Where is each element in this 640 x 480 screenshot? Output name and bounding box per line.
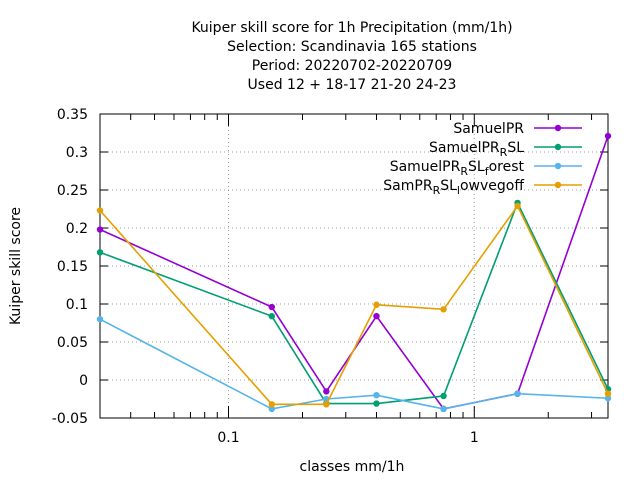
y-tick-label: 0.3 xyxy=(66,145,88,161)
chart-title: Kuiper skill score for 1h Precipitation … xyxy=(191,20,512,93)
series-2 xyxy=(96,199,612,407)
data-point xyxy=(268,405,275,413)
data-point xyxy=(440,405,447,413)
title-line: Used 12 + 18-17 21-20 24-23 xyxy=(248,77,457,93)
x-axis-label: classes mm/1h xyxy=(300,459,405,475)
data-point xyxy=(373,392,380,399)
title-line: Kuiper skill score for 1h Precipitation … xyxy=(191,20,512,36)
series-3 xyxy=(96,316,612,413)
data-point xyxy=(268,312,275,320)
data-point xyxy=(514,390,521,397)
series-4 xyxy=(96,202,612,408)
legend-marker xyxy=(554,181,562,189)
y-tick-label: 0.2 xyxy=(66,221,88,237)
grid xyxy=(100,114,608,418)
series-line xyxy=(99,200,609,405)
data-point xyxy=(323,401,330,408)
data-point xyxy=(514,202,521,210)
legend-label: SamuelPR xyxy=(453,121,524,137)
data-point xyxy=(604,132,612,140)
series-group xyxy=(96,132,612,413)
series-line xyxy=(99,318,609,410)
y-tick-label: 0.25 xyxy=(57,183,88,199)
series-1 xyxy=(96,132,612,413)
data-point xyxy=(604,395,612,402)
legend-label: SamuelPRRSL xyxy=(429,140,524,159)
y-tick-label: -0.05 xyxy=(52,411,88,427)
y-axis-label: Kuiper skill score xyxy=(8,207,24,325)
legend: SamuelPR SamuelPRRSLSamuelPRRSLforestSamP… xyxy=(383,121,582,197)
legend-marker xyxy=(554,162,562,170)
data-point xyxy=(604,390,612,397)
y-tick-label: 0 xyxy=(79,373,88,389)
data-point xyxy=(96,316,104,323)
y-tick-label: 0.15 xyxy=(57,259,88,275)
y-tick-label: 0.1 xyxy=(66,297,88,313)
data-point xyxy=(440,392,447,400)
axes: -0.05 0 0.05 0.1 0.15 0.2 0.25 0.3 0.35 0.1 1 xyxy=(52,107,609,446)
data-point xyxy=(373,400,380,407)
legend-marker xyxy=(554,143,562,151)
legend-label: SamPRRSLlowvegoff xyxy=(383,178,524,197)
series-line xyxy=(99,135,609,410)
data-point xyxy=(373,301,380,308)
data-point xyxy=(96,207,104,214)
x-tick-label: 1 xyxy=(470,430,479,446)
data-point xyxy=(373,312,380,320)
data-point xyxy=(268,303,275,311)
data-point xyxy=(96,249,104,256)
legend-label: SamuelPRRSLforest xyxy=(390,159,525,178)
title-line: Period: 20220702-20220709 xyxy=(252,58,452,74)
data-point xyxy=(96,226,104,233)
data-point xyxy=(440,306,447,313)
y-tick-label: 0.35 xyxy=(57,107,88,123)
legend-marker xyxy=(554,124,562,132)
x-tick-label: 0.1 xyxy=(217,430,239,446)
y-tick-label: 0.05 xyxy=(57,335,88,351)
title-line: Selection: Scandinavia 165 stations xyxy=(227,39,477,55)
data-point xyxy=(323,388,330,395)
data-point xyxy=(268,401,275,408)
series-line xyxy=(99,204,609,406)
